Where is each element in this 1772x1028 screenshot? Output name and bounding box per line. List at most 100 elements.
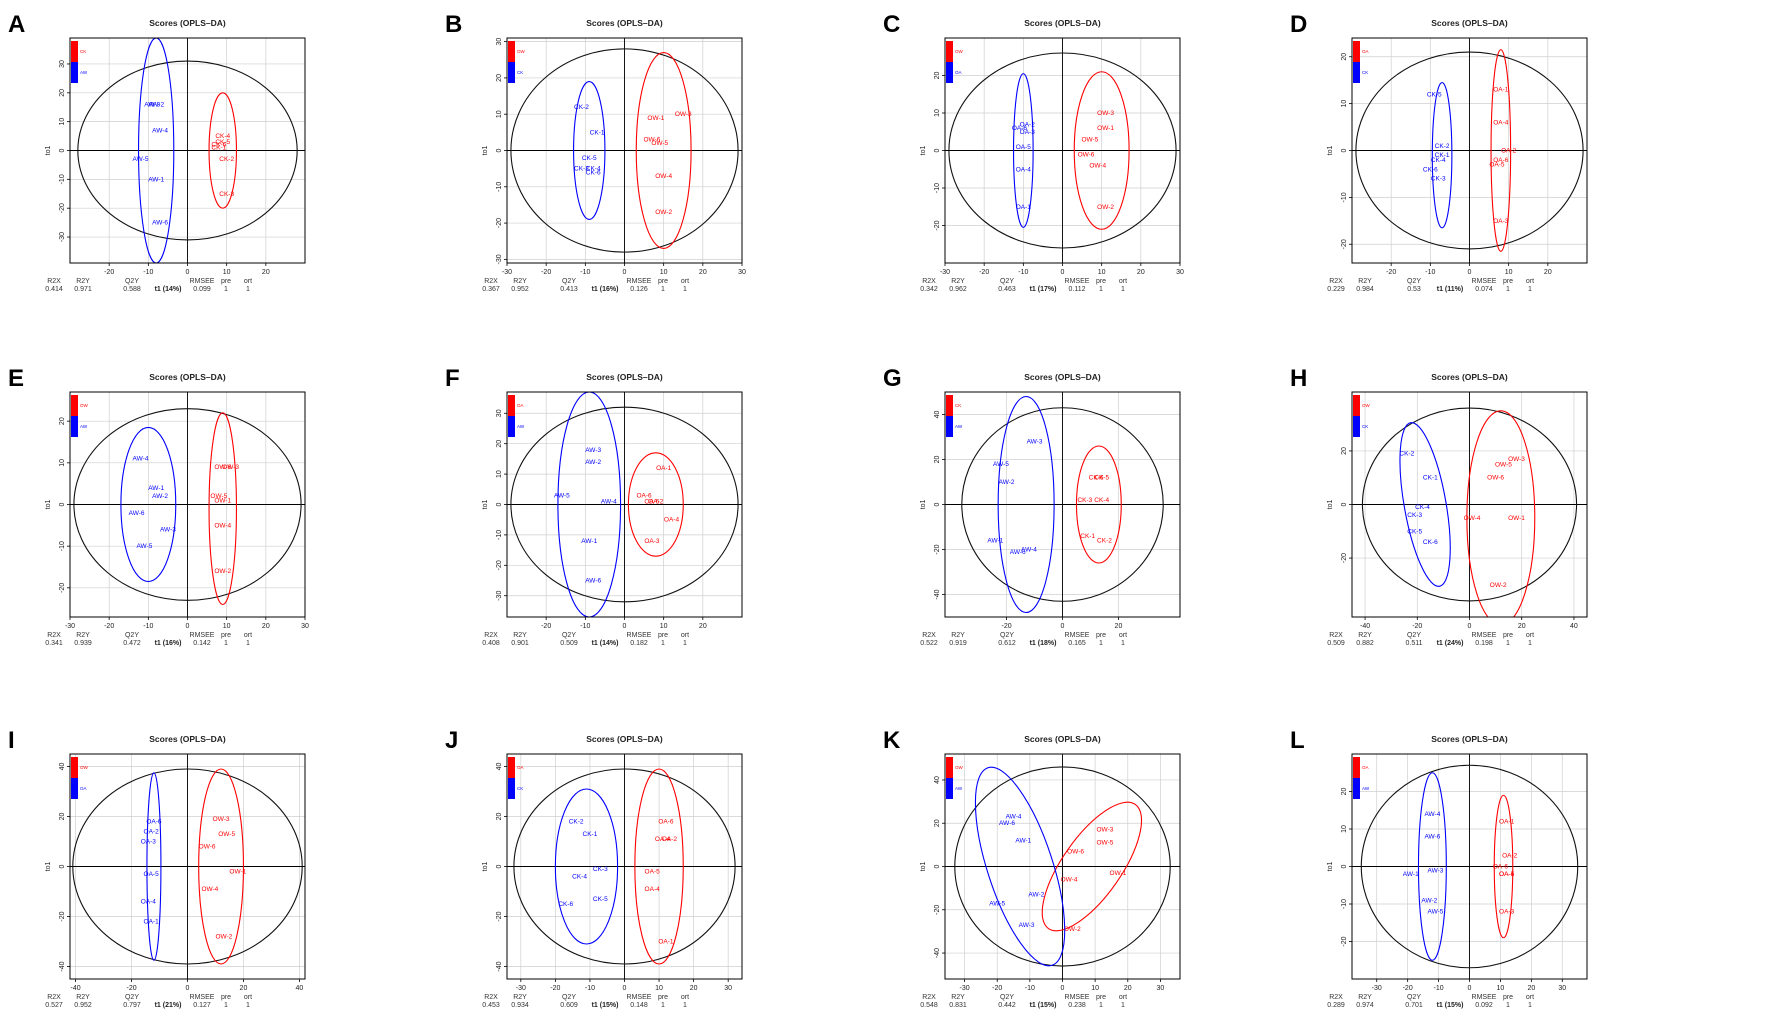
stat-header: R2X <box>922 278 936 285</box>
legend-swatch-aw <box>946 778 953 799</box>
stat-value: 1 <box>246 286 250 293</box>
legend-label: AW <box>80 424 88 429</box>
legend-label: OA <box>1362 765 1369 770</box>
stat-header: RMSEE <box>190 278 215 285</box>
stat-value: 0.612 <box>998 640 1016 647</box>
x-tick-label: 30 <box>301 623 309 630</box>
stat-header: pre <box>658 632 668 639</box>
point-label: AW-6 <box>585 578 601 585</box>
x-tick-label: 10 <box>1098 269 1106 276</box>
x-tick-label: -20 <box>992 985 1002 992</box>
stat-value: 1 <box>661 286 665 293</box>
point-label: CK-4 <box>215 133 230 140</box>
point-label: CK-6 <box>1423 539 1438 546</box>
stat-value: 0.962 <box>949 286 967 293</box>
point-label: AW-2 <box>999 479 1015 486</box>
y-tick-label: 10 <box>934 109 941 117</box>
y-tick-label: -20 <box>1341 239 1348 249</box>
point-label: OA-2 <box>144 829 160 836</box>
point-label: AW-3 <box>1027 439 1043 446</box>
y-tick-label: -40 <box>934 589 941 599</box>
stat-header: ort <box>244 278 252 285</box>
point-label: OA-6 <box>146 819 162 826</box>
stat-value: 0.511 <box>1406 640 1423 647</box>
stat-value: 0.701 <box>1405 1002 1423 1009</box>
stat-value: 0.588 <box>123 286 141 293</box>
stat-value: 0.148 <box>630 1002 648 1009</box>
stat-header: Q2Y <box>562 632 576 639</box>
x-axis-label: t1 (15%) <box>1030 1002 1057 1009</box>
panel-letter: K <box>883 727 901 754</box>
legend-label: CK <box>517 786 523 791</box>
point-label: CK-6 <box>1089 475 1104 482</box>
stat-value: 1 <box>1506 286 1510 293</box>
x-tick-label: -30 <box>960 985 970 992</box>
point-label: OA-1 <box>656 465 672 472</box>
y-tick-label: 20 <box>934 72 941 80</box>
group-ellipse-ck <box>554 788 619 945</box>
stat-header: R2X <box>484 278 498 285</box>
y-tick-label: 20 <box>496 74 503 82</box>
panel-k: K Scores (OPLS–DA)OW-3OW-5OW-6OW-1OW-4OW-… <box>883 727 1181 1009</box>
legend-label: AW <box>955 424 963 429</box>
point-label: OA-4 <box>655 836 671 843</box>
x-tick-label: 0 <box>1468 623 1472 630</box>
stat-value: 0.509 <box>1327 640 1345 647</box>
x-tick-label: -10 <box>1025 985 1035 992</box>
point-label: AW-2 <box>1421 897 1437 904</box>
point-label: CK-1 <box>1435 152 1450 159</box>
point-label: OA-3 <box>1499 909 1515 916</box>
panel-title: Scores (OPLS–DA) <box>1024 18 1101 28</box>
stat-value: 1 <box>224 1002 228 1009</box>
point-label: OW-2 <box>215 934 232 941</box>
y-axis-label: to1 <box>45 862 52 872</box>
stat-value: 0.901 <box>511 640 529 647</box>
group-ellipse-ow <box>1073 71 1130 230</box>
x-tick-label: -20 <box>1386 269 1396 276</box>
point-label: OA-1 <box>1499 819 1515 826</box>
y-tick-label: 0 <box>934 864 941 868</box>
legend-label: CK <box>1362 70 1368 75</box>
stat-header: R2X <box>484 994 498 1001</box>
stat-value: 1 <box>1121 640 1125 647</box>
y-tick-label: -30 <box>59 232 66 242</box>
y-axis-label: to1 <box>45 500 52 510</box>
legend-swatch-aw <box>1353 778 1360 799</box>
point-label: AW-3 <box>144 101 160 108</box>
y-tick-label: -10 <box>496 530 503 540</box>
panel-letter: I <box>8 727 15 754</box>
legend-swatch-oa <box>508 757 515 778</box>
point-label: CK-1 <box>590 129 605 136</box>
point-label: AW-2 <box>152 493 168 500</box>
legend-label: OA <box>517 765 524 770</box>
stat-header: ort <box>681 278 689 285</box>
stat-value: 0.112 <box>1069 286 1086 293</box>
point-label: AW-2 <box>148 101 164 108</box>
point-label: OW-6 <box>1078 151 1095 158</box>
point-label: AW-4 <box>152 127 168 134</box>
x-tick-label: -20 <box>1403 985 1413 992</box>
stat-value: 0.934 <box>511 1002 529 1009</box>
stat-value: 0.126 <box>630 286 648 293</box>
panel-letter: H <box>1290 365 1307 392</box>
legend-swatch-ck <box>946 395 953 416</box>
stat-value: 0.919 <box>949 640 967 647</box>
y-tick-label: 20 <box>59 89 66 97</box>
stat-value: 0.939 <box>74 640 92 647</box>
x-tick-label: 30 <box>1157 985 1165 992</box>
stat-header: RMSEE <box>627 278 652 285</box>
stat-header: R2X <box>922 994 936 1001</box>
group-ellipse-ow <box>1466 410 1536 617</box>
x-tick-label: 10 <box>655 985 663 992</box>
legend-swatch-oa <box>946 62 953 83</box>
x-tick-label: 30 <box>1176 269 1184 276</box>
stat-value: 0.413 <box>560 286 578 293</box>
point-label: OA-1 <box>144 919 160 926</box>
stat-value: 0.527 <box>45 1002 63 1009</box>
point-label: AW-5 <box>993 461 1009 468</box>
legend-swatch-ow <box>946 757 953 778</box>
stat-value: 0.971 <box>74 286 92 293</box>
stat-header: R2X <box>922 632 936 639</box>
group-ellipse-ow <box>198 768 245 965</box>
x-tick-label: -30 <box>940 269 950 276</box>
